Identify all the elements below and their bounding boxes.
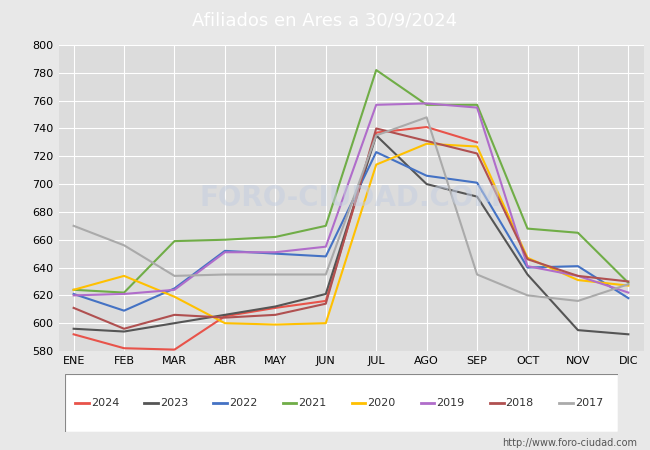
Text: 2017: 2017: [575, 398, 603, 408]
Text: 2021: 2021: [298, 398, 327, 408]
Text: 2019: 2019: [437, 398, 465, 408]
Text: http://www.foro-ciudad.com: http://www.foro-ciudad.com: [502, 438, 637, 448]
Text: 2024: 2024: [91, 398, 120, 408]
Text: Afiliados en Ares a 30/9/2024: Afiliados en Ares a 30/9/2024: [192, 11, 458, 29]
FancyBboxPatch shape: [65, 374, 618, 432]
Text: 2023: 2023: [161, 398, 188, 408]
Text: 2020: 2020: [367, 398, 396, 408]
Text: 2018: 2018: [506, 398, 534, 408]
Text: 2022: 2022: [229, 398, 258, 408]
Text: FORO-CIUDAD.COM: FORO-CIUDAD.COM: [200, 184, 502, 212]
